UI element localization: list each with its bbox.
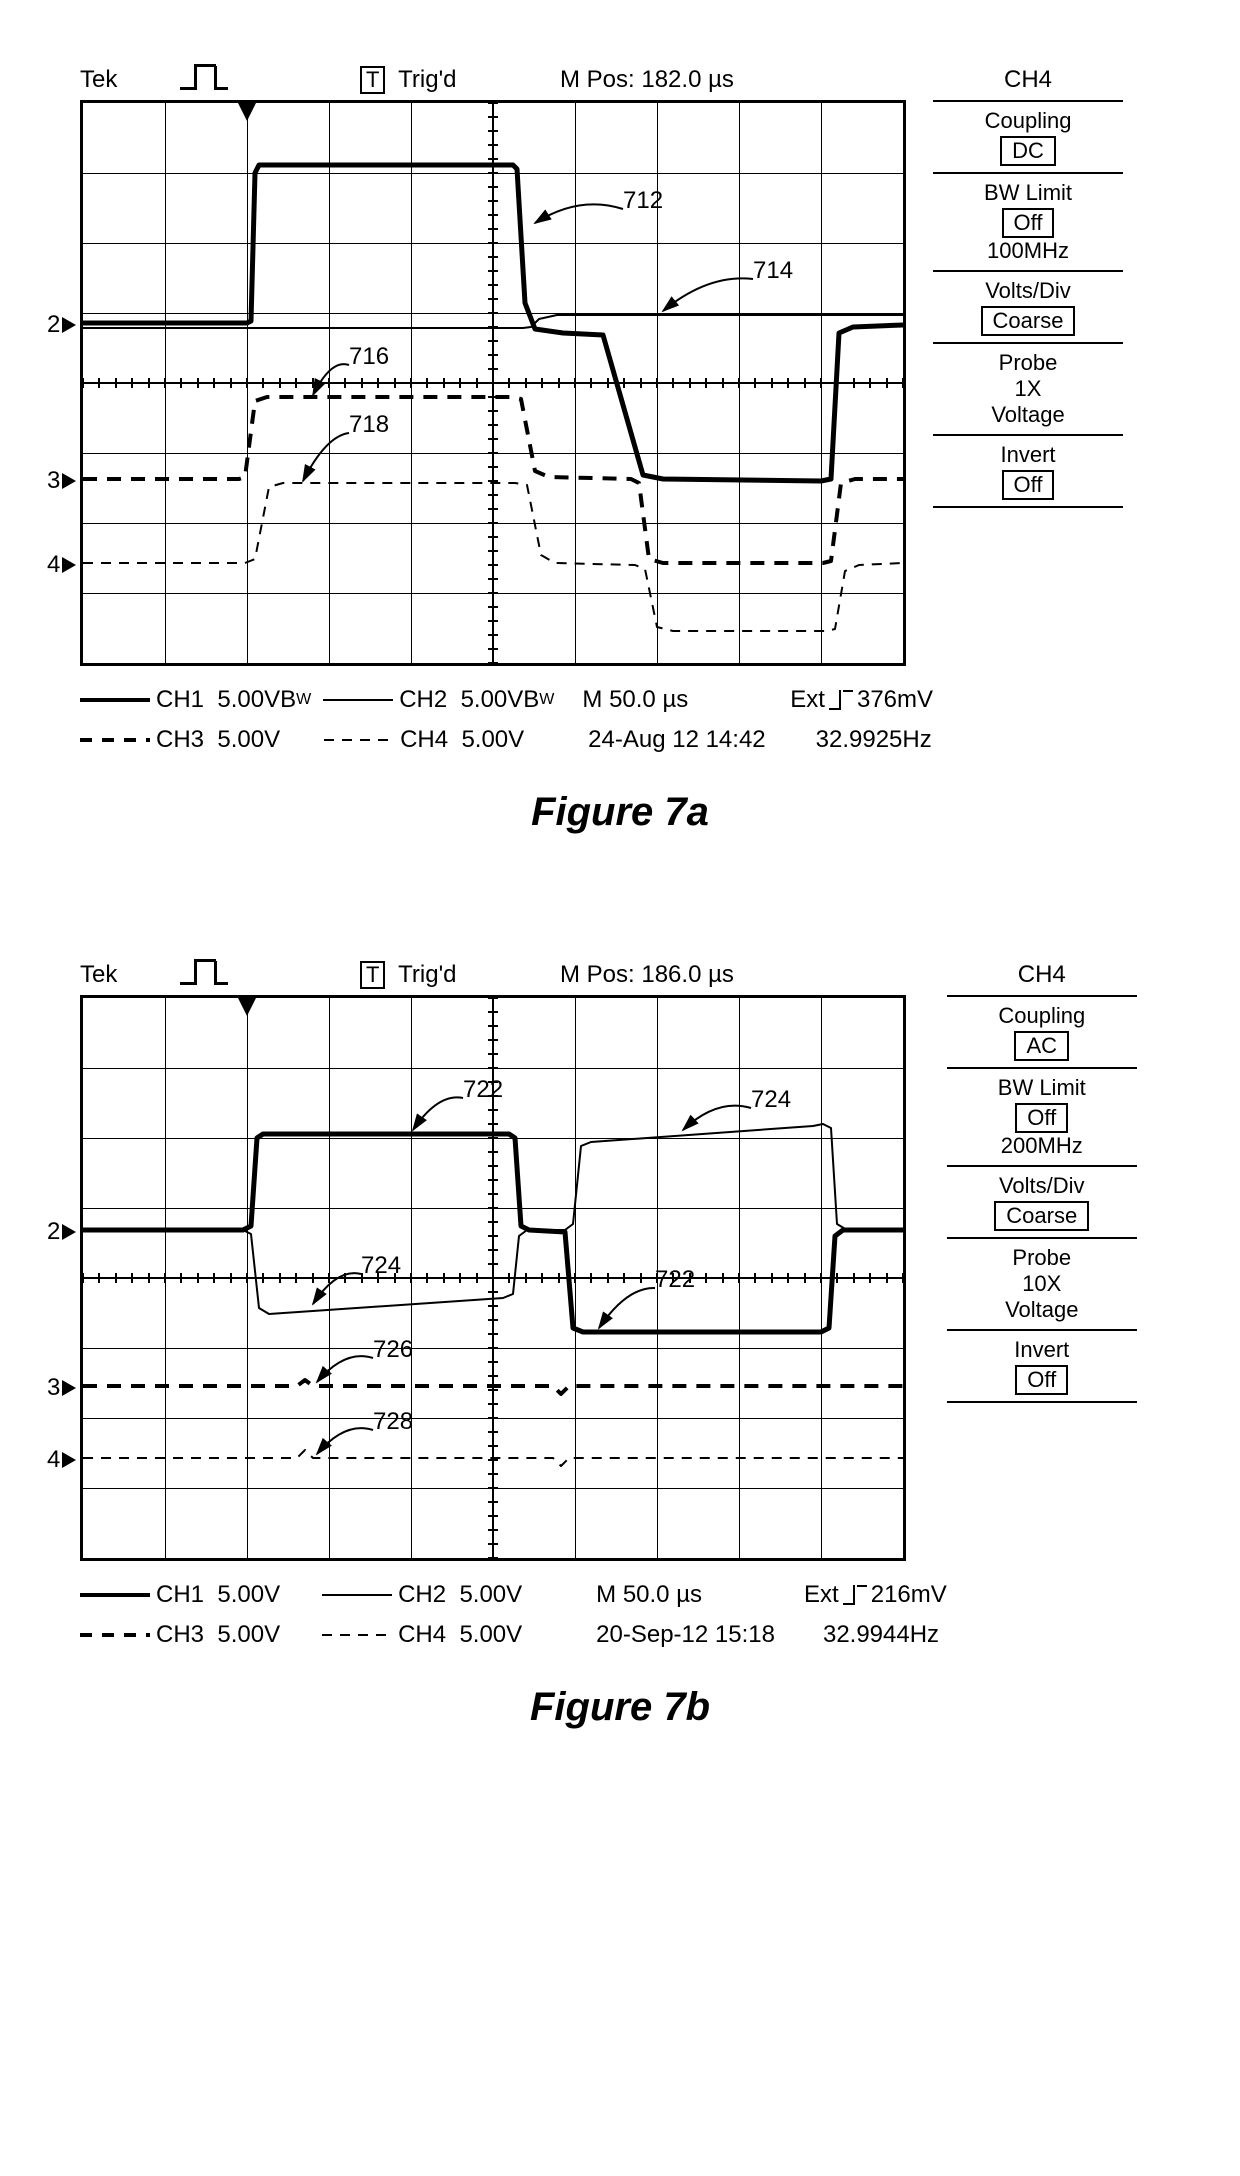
coupling-block[interactable]: CouplingDC [933,100,1123,172]
ch3-marker: 3 [47,467,76,495]
legend-ch2: CH2 [398,1575,446,1615]
ch1-marker: 2 [47,311,76,339]
invert-block[interactable]: InvertOff [947,1329,1137,1403]
ch4-marker: 4 [47,1446,76,1474]
scope-grid-a: 2 3 4 712714716718 [80,100,906,666]
legend-ch3: CH3 [156,720,204,760]
coupling-block[interactable]: CouplingAC [947,995,1137,1067]
figure-7a: Tek T Trig'd M Pos: 182.0 µs [0,0,1240,895]
bw-block[interactable]: BW LimitOff100MHz [933,172,1123,270]
legend-ch1: CH1 [156,1575,204,1615]
vdiv-block[interactable]: Volts/DivCoarse [947,1165,1137,1237]
channel-label: CH4 [933,60,1123,100]
ch4-marker: 4 [47,551,76,579]
legend-ch1: CH1 [156,680,204,720]
legend-ch3: CH3 [156,1615,204,1655]
ch1-marker: 2 [47,1218,76,1246]
legend-b: CH1 5.00V CH2 5.00V M 50.0 µs Ext216mV C… [80,1575,947,1655]
trig-indicator: T Trig'd [360,66,457,94]
scope-header: Tek T Trig'd M Pos: 182.0 µs [80,60,900,100]
timebase: M 50.0 µs [582,680,688,720]
channel-label: CH4 [947,955,1137,995]
timebase: M 50.0 µs [596,1575,702,1615]
trigger-source: Ext [804,1575,839,1615]
bw-block[interactable]: BW LimitOff200MHz [947,1067,1137,1165]
pulse-icon [180,959,230,992]
side-menu-a: CH4 CouplingDC BW LimitOff100MHz Volts/D… [933,60,1123,508]
probe-block[interactable]: Probe10XVoltage [947,1237,1137,1329]
tek-label: Tek [80,66,117,94]
side-menu-b: CH4 CouplingAC BW LimitOff200MHz Volts/D… [947,955,1137,1403]
invert-block[interactable]: InvertOff [933,434,1123,508]
scope-header-b: Tek T Trig'd M Pos: 186.0 µs [80,955,900,995]
probe-block[interactable]: Probe1XVoltage [933,342,1123,434]
legend-ch4: CH4 [398,1615,446,1655]
trigger-source: Ext [790,680,825,720]
trig-indicator: T Trig'd [360,961,457,989]
frequency: 32.9944Hz [823,1615,939,1655]
pulse-icon [180,64,230,97]
datetime: 24-Aug 12 14:42 [588,720,765,760]
frequency: 32.9925Hz [816,720,932,760]
rising-edge-icon [843,1585,867,1605]
datetime: 20-Sep-12 15:18 [596,1615,775,1655]
tek-label: Tek [80,961,117,989]
m-pos: M Pos: 186.0 µs [560,961,734,989]
legend-a: CH1 5.00VBW CH2 5.00VBW M 50.0 µs Ext376… [80,680,933,760]
vdiv-block[interactable]: Volts/DivCoarse [933,270,1123,342]
rising-edge-icon [829,690,853,710]
scope-grid-b: 2 3 4 722724724722726728 [80,995,906,1561]
ch3-marker: 3 [47,1374,76,1402]
figure-title-b: Figure 7b [40,1685,1200,1730]
figure-7b: Tek T Trig'd M Pos: 186.0 µs [0,895,1240,1790]
legend-ch4: CH4 [400,720,448,760]
legend-ch2: CH2 [399,680,447,720]
m-pos: M Pos: 182.0 µs [560,66,734,94]
figure-title-a: Figure 7a [40,790,1200,835]
